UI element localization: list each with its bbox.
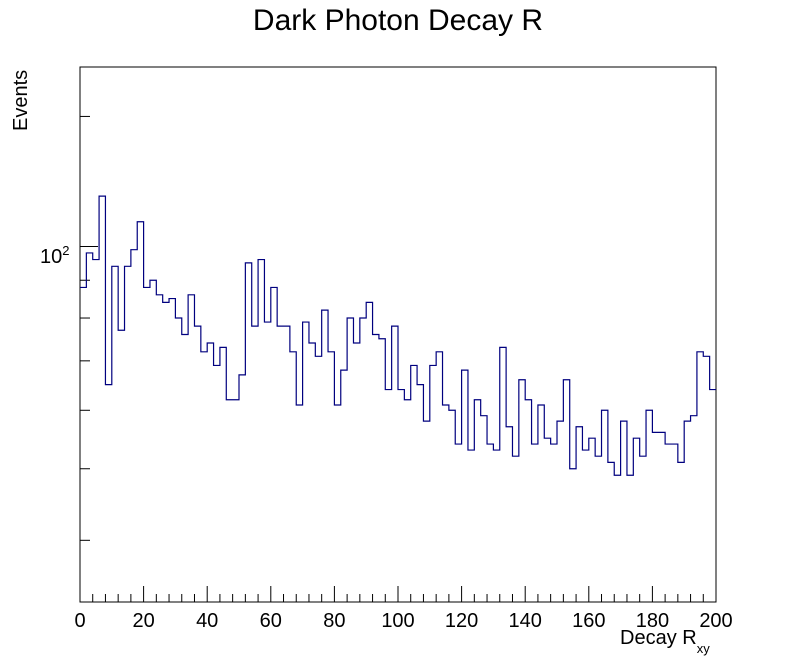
x-tick-label: 20 [132, 610, 154, 632]
histogram-line [80, 195, 716, 476]
x-axis-ticks [79, 586, 717, 602]
x-axis-label-subscript: xy [697, 641, 711, 656]
x-tick-label: 140 [509, 610, 542, 632]
x-tick-label: 180 [636, 610, 669, 632]
y-tick-base: 10 [40, 246, 62, 268]
x-tick-label: 80 [323, 610, 345, 632]
y-axis-ticks [80, 115, 98, 541]
x-axis-tick-labels: 0 20 40 60 80 100 120 140 160 180 200 [74, 610, 732, 632]
x-axis-label: Decay Rxy [620, 627, 710, 656]
x-tick-label: 0 [74, 610, 85, 632]
x-tick-label: 40 [196, 610, 218, 632]
x-tick-label: 60 [260, 610, 282, 632]
x-tick-label: 160 [572, 610, 605, 632]
x-tick-label: 120 [445, 610, 478, 632]
y-tick-label-100: 102 [40, 243, 69, 268]
y-axis-label: Events [10, 70, 32, 131]
chart-title: Dark Photon Decay R [252, 4, 544, 37]
x-tick-label: 200 [699, 610, 732, 632]
x-axis-label-main: Decay R [620, 627, 697, 649]
y-tick-exponent: 2 [62, 243, 69, 258]
x-tick-label: 100 [381, 610, 414, 632]
